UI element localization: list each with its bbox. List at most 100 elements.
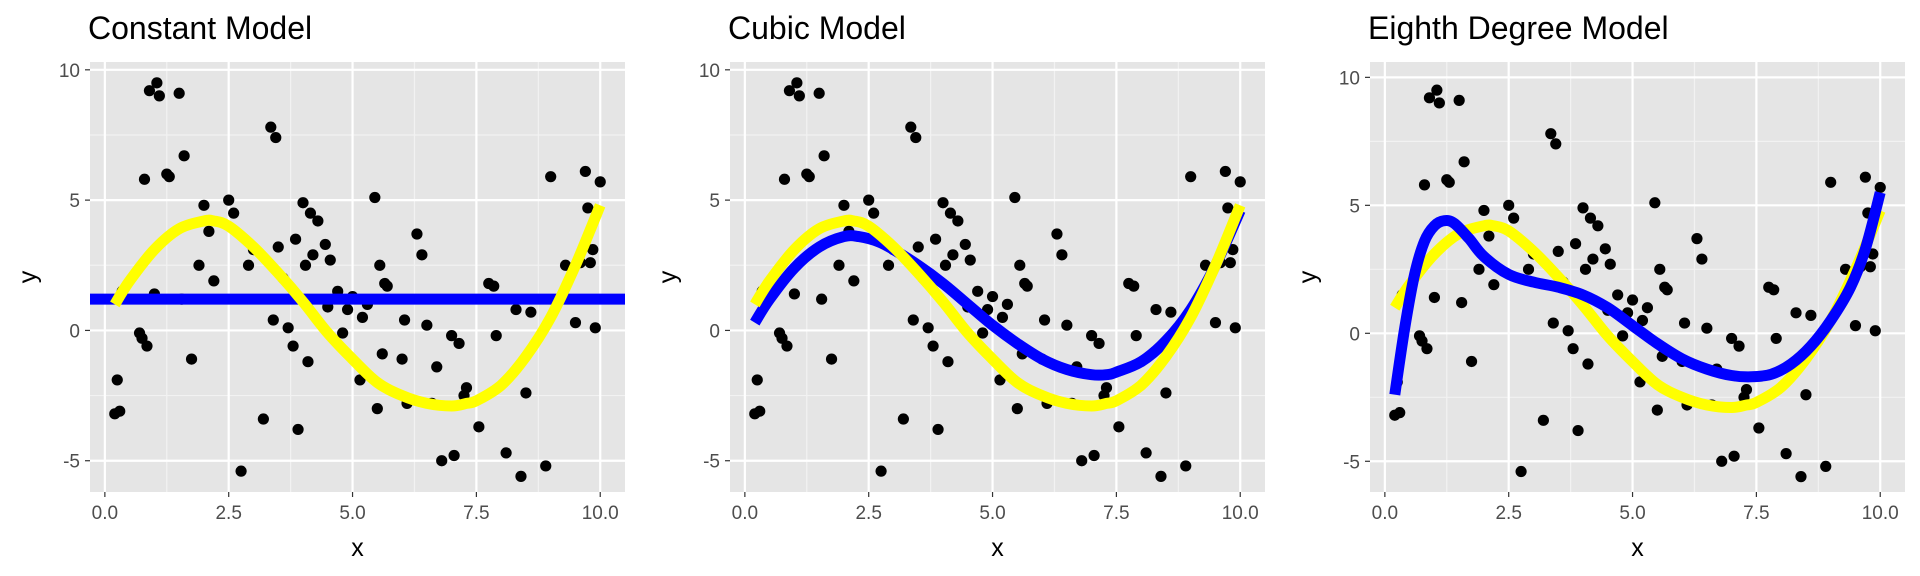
data-point: [319, 238, 331, 251]
data-point: [1661, 284, 1673, 296]
data-point: [446, 330, 458, 342]
data-point: [1488, 279, 1500, 291]
x-axis-title: x: [1631, 534, 1644, 562]
data-point: [793, 90, 805, 102]
x-tick-label: 7.5: [1743, 503, 1769, 524]
data-point: [1552, 245, 1564, 258]
y-tick-label: 0: [709, 321, 720, 342]
data-point: [1562, 325, 1574, 337]
data-point: [1577, 202, 1589, 214]
data-point: [1100, 382, 1113, 394]
data-point: [972, 285, 984, 297]
y-tick-label: -5: [63, 452, 80, 473]
data-point: [1093, 337, 1105, 350]
x-tick-label: 5.0: [339, 503, 365, 524]
data-point: [1478, 204, 1490, 217]
data-point: [781, 340, 793, 352]
y-tick-label: -5: [1343, 452, 1360, 473]
data-point: [1579, 263, 1592, 275]
data-point: [500, 447, 512, 459]
data-point: [1465, 355, 1478, 368]
panel-background: [90, 62, 625, 492]
x-tick-label: 0.0: [1372, 503, 1398, 524]
data-point: [354, 374, 366, 386]
data-point: [272, 241, 284, 253]
data-point: [510, 303, 522, 316]
data-point: [1011, 403, 1023, 415]
data-point: [337, 327, 349, 339]
data-point: [265, 121, 277, 133]
x-tick-label: 2.5: [855, 503, 881, 524]
data-point: [1113, 421, 1125, 433]
data-point: [1209, 317, 1222, 329]
data-point: [292, 423, 304, 436]
data-point: [1753, 422, 1765, 434]
data-point: [270, 131, 282, 144]
y-tick-label: 5: [709, 191, 720, 212]
data-point: [490, 330, 502, 342]
true-curve-line: [110, 203, 606, 412]
data-point: [203, 225, 215, 237]
x-tick-label: 5.0: [1619, 503, 1645, 524]
data-point: [848, 275, 860, 287]
data-point: [912, 241, 924, 253]
true-curve-line: [1390, 208, 1886, 413]
data-point: [520, 387, 532, 399]
data-point: [818, 150, 830, 162]
x-tick-label: 7.5: [463, 503, 489, 524]
y-axis-title: y: [654, 270, 682, 283]
data-point: [1869, 325, 1881, 337]
fit-line: [750, 208, 1246, 381]
data-point: [282, 322, 294, 334]
data-point: [959, 238, 971, 251]
data-point: [1641, 302, 1654, 314]
data-point: [1770, 332, 1782, 345]
data-point: [151, 77, 163, 89]
y-tick-label: 5: [69, 191, 80, 212]
data-point: [1051, 228, 1063, 240]
points-layer: [109, 77, 606, 482]
y-tick-label: 5: [1349, 196, 1360, 217]
data-point: [986, 290, 999, 303]
data-point: [788, 288, 800, 300]
data-point: [1180, 460, 1192, 472]
data-point: [341, 303, 354, 316]
y-tick-label: 10: [699, 61, 720, 82]
data-point: [1056, 249, 1068, 261]
data-point: [1458, 156, 1470, 168]
data-point: [1418, 179, 1431, 191]
data-point: [141, 340, 153, 352]
data-point: [138, 173, 151, 185]
data-point: [863, 194, 875, 206]
true-curve-line: [750, 203, 1246, 412]
y-tick-label: 0: [1349, 324, 1360, 345]
data-point: [1088, 449, 1100, 462]
data-point: [816, 293, 828, 305]
data-point: [1219, 165, 1231, 178]
data-point: [299, 259, 312, 271]
data-point: [922, 322, 934, 334]
x-tick-label: 2.5: [1495, 503, 1521, 524]
data-point: [754, 405, 766, 417]
data-point: [540, 460, 552, 472]
data-point: [907, 314, 919, 326]
data-point: [1503, 199, 1515, 211]
data-point: [1150, 303, 1162, 316]
data-point: [453, 337, 465, 350]
data-point: [1021, 280, 1033, 292]
data-point: [515, 470, 527, 482]
data-point: [569, 317, 582, 329]
x-axis-title: x: [991, 534, 1004, 562]
data-point: [1617, 330, 1629, 342]
data-point: [1592, 220, 1604, 232]
data-point: [942, 356, 954, 368]
data-point: [944, 207, 957, 219]
data-point: [751, 374, 763, 386]
data-point: [411, 228, 423, 240]
data-point: [1483, 230, 1495, 242]
data-point: [312, 215, 324, 227]
data-point: [1780, 448, 1792, 460]
data-point: [1768, 284, 1780, 296]
data-point: [1515, 465, 1527, 478]
data-point: [525, 306, 537, 318]
